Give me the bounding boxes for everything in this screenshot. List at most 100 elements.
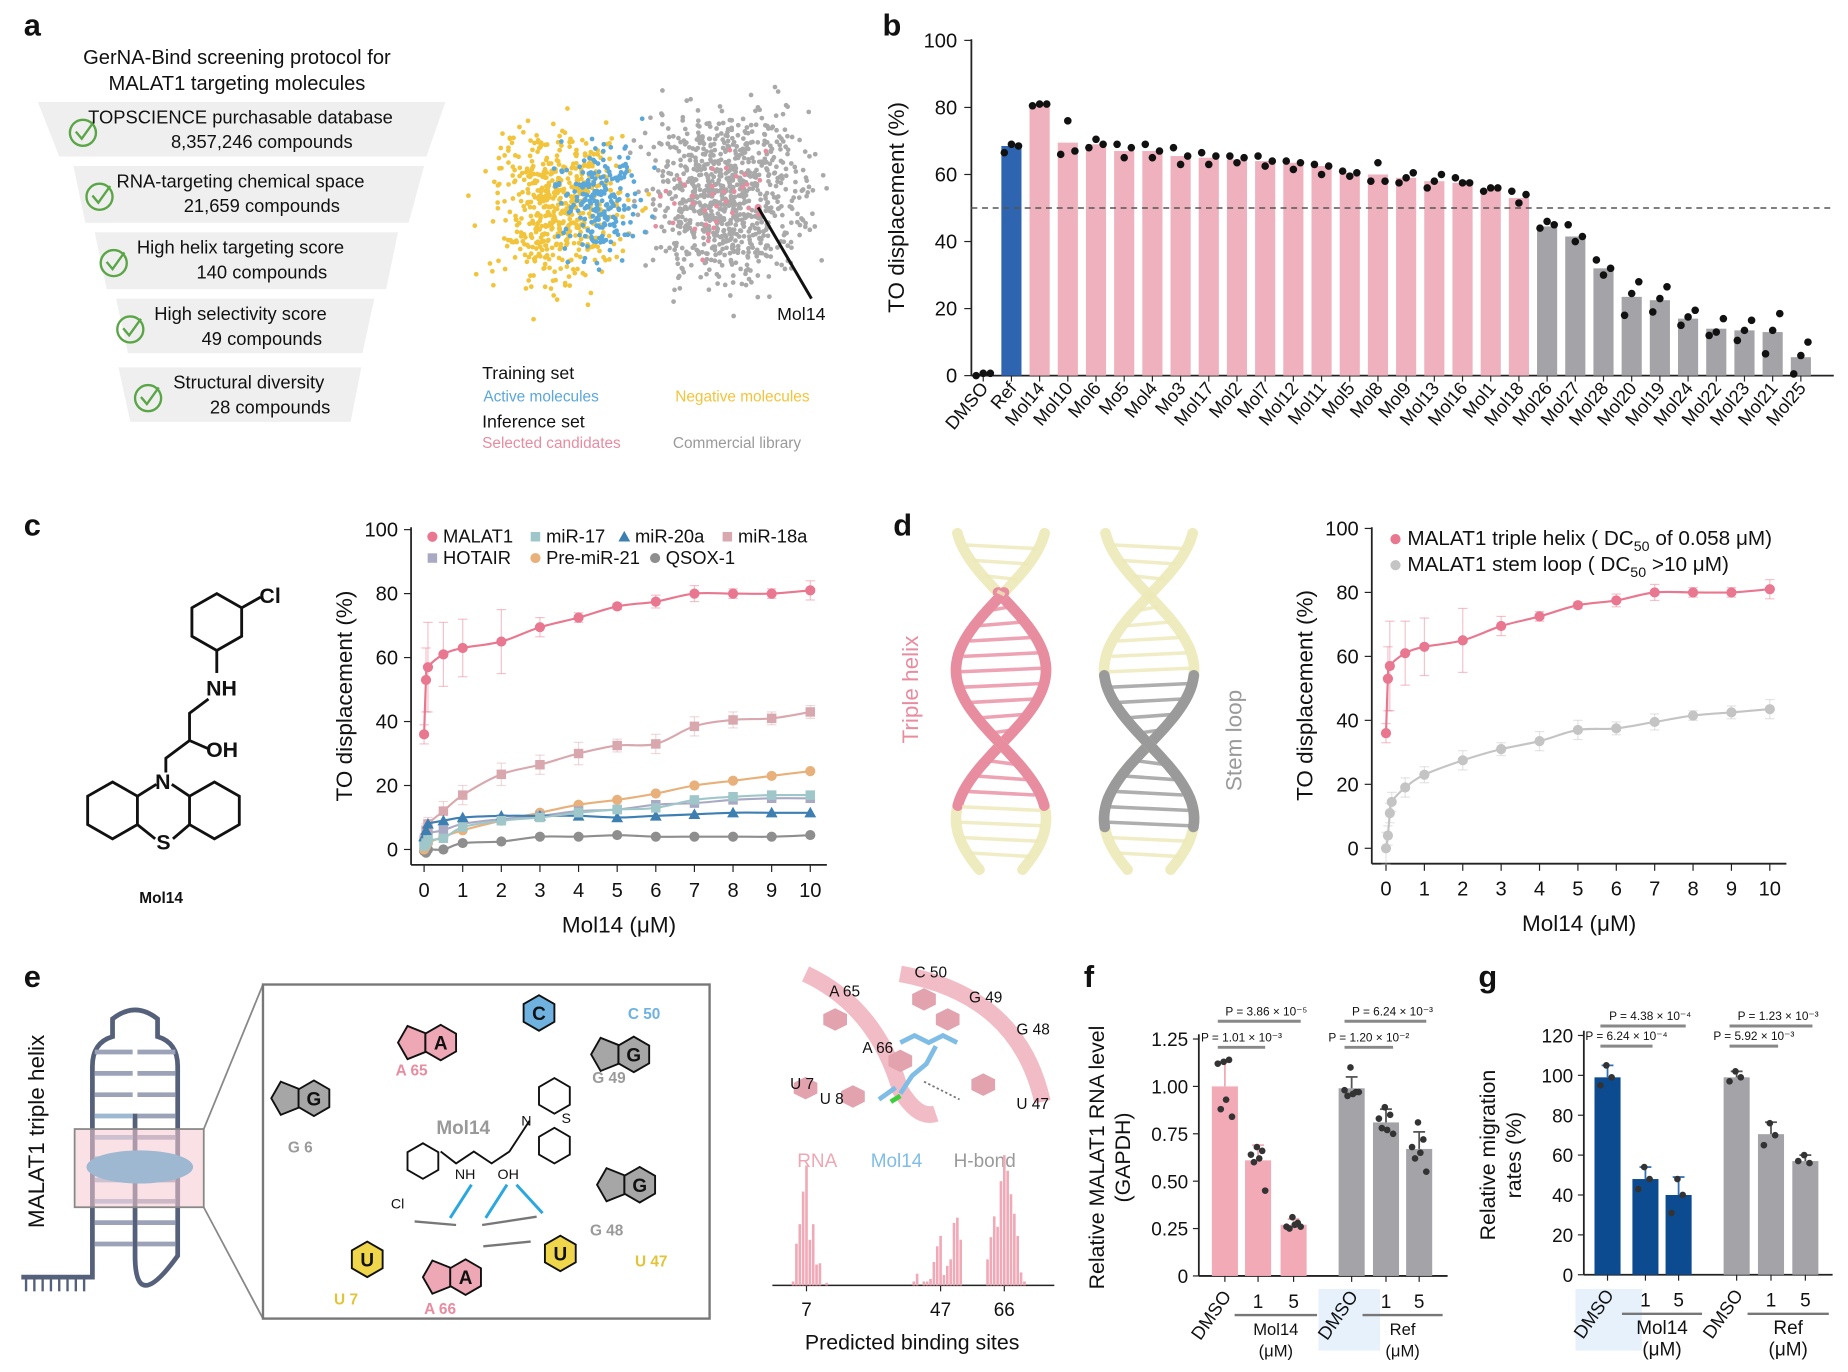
negative-point bbox=[528, 251, 534, 256]
commercial-point bbox=[707, 124, 713, 129]
selected-point bbox=[709, 183, 715, 189]
y-tick-label: 0 bbox=[387, 840, 398, 862]
residue-label: G 48 bbox=[1016, 1021, 1049, 1038]
atom-s: S bbox=[156, 830, 170, 854]
ligand-ring bbox=[406, 1142, 440, 1180]
commercial-point bbox=[756, 215, 761, 221]
commercial-point bbox=[752, 226, 758, 231]
negative-point bbox=[568, 220, 574, 226]
data-point-circle bbox=[1726, 587, 1737, 598]
replicate-point bbox=[1233, 158, 1241, 167]
commercial-point bbox=[764, 166, 769, 171]
active-point bbox=[602, 183, 607, 189]
x-tick-label: 8 bbox=[727, 880, 738, 902]
commercial-point bbox=[631, 198, 637, 204]
replicate-point bbox=[1386, 1111, 1394, 1119]
negative-point bbox=[517, 246, 523, 252]
commercial-point bbox=[740, 160, 745, 166]
legend-label: MALAT1 bbox=[443, 526, 513, 547]
negative-point bbox=[565, 106, 570, 111]
commercial-point bbox=[676, 230, 682, 236]
replicate-point bbox=[1035, 100, 1044, 108]
commercial-point bbox=[665, 126, 671, 131]
y-tick-label: 0 bbox=[1563, 1266, 1574, 1287]
commercial-point bbox=[756, 172, 762, 178]
base-pair bbox=[1139, 604, 1159, 612]
histogram-bar bbox=[1013, 1213, 1016, 1286]
replicate-point bbox=[1747, 316, 1756, 325]
bar-mol8 bbox=[1367, 174, 1389, 376]
funnel-step-count: 8,357,246 compounds bbox=[171, 131, 353, 152]
check-mark bbox=[74, 121, 95, 141]
negative-point bbox=[541, 238, 547, 244]
bar bbox=[1665, 1194, 1692, 1275]
active-point bbox=[597, 235, 602, 241]
replicate-point bbox=[1606, 264, 1615, 273]
base-pair bbox=[967, 789, 1035, 797]
replicate-point bbox=[1691, 306, 1699, 315]
selected-point bbox=[670, 220, 676, 226]
negative-point bbox=[498, 145, 504, 151]
commercial-point bbox=[723, 147, 728, 153]
commercial-point bbox=[724, 245, 729, 251]
replicate-point bbox=[1646, 1175, 1653, 1183]
active-point bbox=[580, 222, 586, 228]
negative-point bbox=[507, 209, 513, 215]
negative-point bbox=[549, 171, 555, 176]
negative-point bbox=[506, 160, 511, 166]
negative-point bbox=[496, 181, 502, 187]
negative-point bbox=[504, 243, 510, 249]
commercial-point bbox=[737, 193, 743, 199]
commercial-point bbox=[733, 216, 739, 222]
selected-point bbox=[672, 201, 677, 206]
negative-point bbox=[520, 189, 525, 195]
bond bbox=[170, 783, 191, 798]
commercial-point bbox=[682, 141, 688, 147]
active-point bbox=[602, 215, 608, 221]
commercial-point bbox=[660, 173, 665, 179]
bar-mol12 bbox=[1283, 162, 1304, 376]
commercial-point bbox=[684, 251, 690, 257]
panel-label-b: b bbox=[883, 8, 902, 43]
commercial-point bbox=[679, 245, 685, 251]
active-point bbox=[590, 213, 596, 219]
active-point bbox=[626, 205, 631, 211]
hbond-ligand bbox=[484, 1183, 509, 1219]
bar-mol17 bbox=[1198, 157, 1219, 376]
data-point-circle bbox=[612, 601, 623, 612]
replicate-point bbox=[1599, 271, 1608, 279]
replicate-point bbox=[1578, 232, 1587, 241]
data-point-circle bbox=[689, 588, 700, 599]
negative-point bbox=[472, 223, 478, 229]
commercial-point bbox=[739, 281, 745, 287]
commercial-point bbox=[766, 274, 772, 279]
commercial-point bbox=[733, 169, 739, 175]
commercial-point bbox=[679, 214, 685, 220]
histogram-bar bbox=[942, 1274, 946, 1286]
active-point bbox=[602, 187, 608, 193]
negative-point bbox=[567, 180, 572, 186]
commercial-point bbox=[812, 151, 818, 157]
commercial-point bbox=[753, 183, 759, 188]
selected-point bbox=[713, 219, 719, 225]
replicate-point bbox=[1775, 309, 1784, 318]
data-point-circle bbox=[766, 770, 777, 782]
commercial-point bbox=[776, 205, 782, 211]
negative-point bbox=[510, 173, 516, 178]
x-tick-label: 10 bbox=[1759, 879, 1781, 901]
selected-point bbox=[723, 165, 729, 171]
active-point bbox=[621, 174, 627, 180]
commercial-point bbox=[746, 246, 751, 251]
commercial-point bbox=[782, 230, 788, 236]
selected-point bbox=[729, 210, 735, 216]
commercial-point bbox=[731, 231, 737, 236]
commercial-point bbox=[748, 122, 754, 128]
replicate-point bbox=[1414, 1119, 1422, 1126]
active-point bbox=[551, 166, 557, 171]
commercial-point bbox=[730, 280, 736, 285]
commercial-point bbox=[810, 211, 815, 217]
commercial-point bbox=[720, 240, 726, 246]
legend-item: miR-17 bbox=[530, 526, 605, 547]
replicate-point bbox=[1564, 220, 1572, 229]
